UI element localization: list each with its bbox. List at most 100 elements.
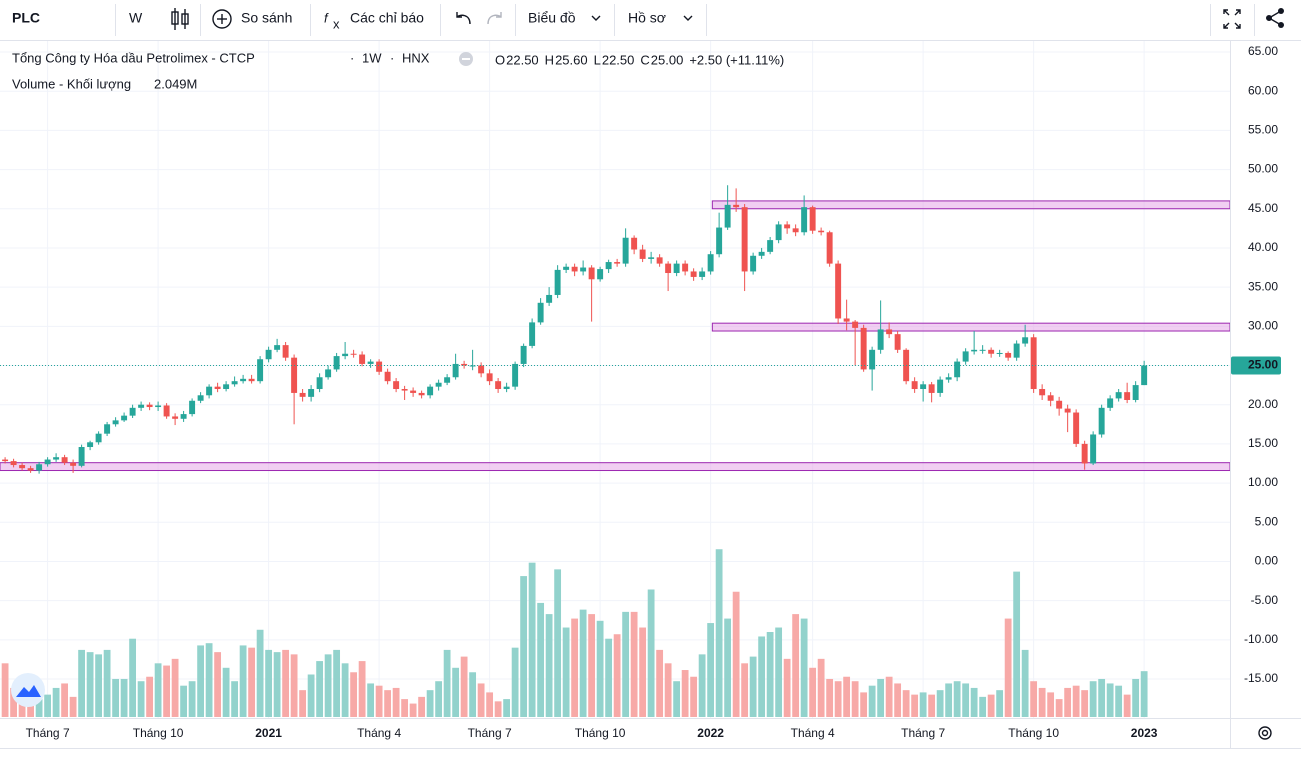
y-tick-label: 40.00 — [1248, 240, 1278, 254]
volume-bar — [469, 672, 477, 717]
candle-body — [741, 207, 748, 272]
indicators-button[interactable]: Các chỉ báo — [350, 10, 424, 26]
candle-body — [469, 365, 476, 367]
candle-body — [945, 377, 952, 380]
volume-title: Volume - Khối lượng — [12, 76, 131, 91]
volume-bar — [180, 685, 188, 717]
volume-bar — [826, 678, 834, 717]
volume-bar — [103, 649, 111, 717]
volume-bar — [902, 690, 910, 717]
candle-body — [240, 378, 247, 382]
volume-bar — [673, 681, 681, 717]
candle-body — [622, 237, 629, 264]
candle-body — [784, 224, 791, 229]
interval-button[interactable]: W — [129, 10, 143, 26]
candle-body — [750, 255, 757, 272]
hide-button[interactable] — [459, 52, 473, 66]
separator-dot: · — [350, 50, 354, 65]
volume-bar — [690, 676, 698, 717]
volume-bar — [639, 627, 647, 717]
candle-body — [843, 318, 850, 322]
candle-body — [1098, 407, 1105, 435]
volume-bar — [664, 663, 672, 717]
volume-bar — [86, 652, 94, 717]
y-tick-label: 65.00 — [1248, 44, 1278, 58]
candle-body — [860, 327, 867, 370]
symbol[interactable]: PLC — [12, 10, 40, 26]
volume-bar — [809, 667, 817, 717]
candle-body — [410, 390, 417, 393]
logo[interactable] — [11, 673, 45, 707]
candle-body — [461, 363, 468, 366]
volume-bar — [426, 690, 434, 717]
candle-body — [163, 405, 170, 417]
candle-body — [384, 371, 391, 382]
candle-body — [1064, 408, 1071, 413]
candle-style-button[interactable] — [171, 8, 189, 30]
candle-body — [78, 447, 85, 466]
volume-bar — [452, 667, 460, 717]
volume-bar — [868, 685, 876, 717]
fullscreen-button[interactable] — [1223, 9, 1241, 29]
candle-body — [1005, 352, 1012, 358]
candle-body — [537, 302, 544, 323]
y-tick-label: 30.00 — [1248, 318, 1278, 332]
candle-body — [146, 404, 153, 408]
volume-bar — [724, 618, 732, 717]
chart-type-button[interactable]: Biểu đồ — [528, 10, 576, 26]
candle-body — [206, 386, 213, 396]
candle-body — [155, 405, 162, 408]
volume-bar — [409, 703, 417, 717]
candle-body — [682, 263, 689, 272]
candle-body — [265, 349, 272, 360]
candle-body — [571, 266, 578, 272]
candle-body — [350, 353, 357, 355]
ohlc-key: L — [594, 52, 601, 67]
candle-body — [291, 357, 298, 393]
candle-body — [359, 354, 366, 364]
candle-body — [512, 363, 519, 387]
redo-button[interactable] — [487, 12, 502, 25]
volume-bar — [987, 694, 995, 717]
volume-bar — [120, 678, 128, 717]
volume-bar — [18, 696, 26, 717]
y-tick-label: 10.00 — [1248, 475, 1278, 489]
volume-bar — [749, 656, 757, 717]
candle-body — [214, 386, 221, 390]
candle-body — [886, 329, 893, 335]
volume-bar — [69, 696, 77, 717]
compare-button[interactable]: So sánh — [241, 10, 292, 26]
candle-body — [852, 321, 859, 328]
volume-bar — [477, 683, 485, 717]
settings-button[interactable] — [1258, 726, 1272, 740]
candle-body — [597, 269, 604, 280]
undo-button[interactable] — [456, 12, 471, 25]
compare-icon[interactable] — [212, 9, 232, 29]
volume-bar — [613, 634, 621, 717]
volume-bar — [171, 658, 179, 717]
volume-bar — [800, 618, 808, 717]
profile-button[interactable]: Hồ sơ — [628, 10, 666, 26]
volume-bar — [1072, 685, 1080, 717]
indicators-icon[interactable]: f — [324, 10, 329, 25]
y-tick-label: 55.00 — [1248, 123, 1278, 137]
y-tick-label: -5.00 — [1251, 593, 1279, 607]
candle-body — [809, 207, 816, 231]
volume-bar — [197, 645, 205, 717]
volume-bar — [707, 623, 715, 717]
candle-body — [699, 271, 706, 277]
volume-bar — [443, 649, 451, 717]
volume-bar — [758, 636, 766, 717]
chart-title: Tổng Công ty Hóa dầu Petrolimex - CTCP — [12, 50, 255, 65]
candle-body — [61, 457, 68, 463]
candle-body — [104, 424, 111, 434]
candle-body — [648, 257, 655, 259]
candle-body — [44, 459, 51, 465]
candle-body — [707, 254, 714, 272]
y-tick-label: 60.00 — [1248, 83, 1278, 97]
volume-last: 2.049M — [154, 76, 197, 91]
candle-body — [19, 465, 26, 469]
share-button[interactable] — [1266, 8, 1284, 28]
candle-body — [333, 356, 340, 370]
volume-bar — [460, 656, 468, 717]
